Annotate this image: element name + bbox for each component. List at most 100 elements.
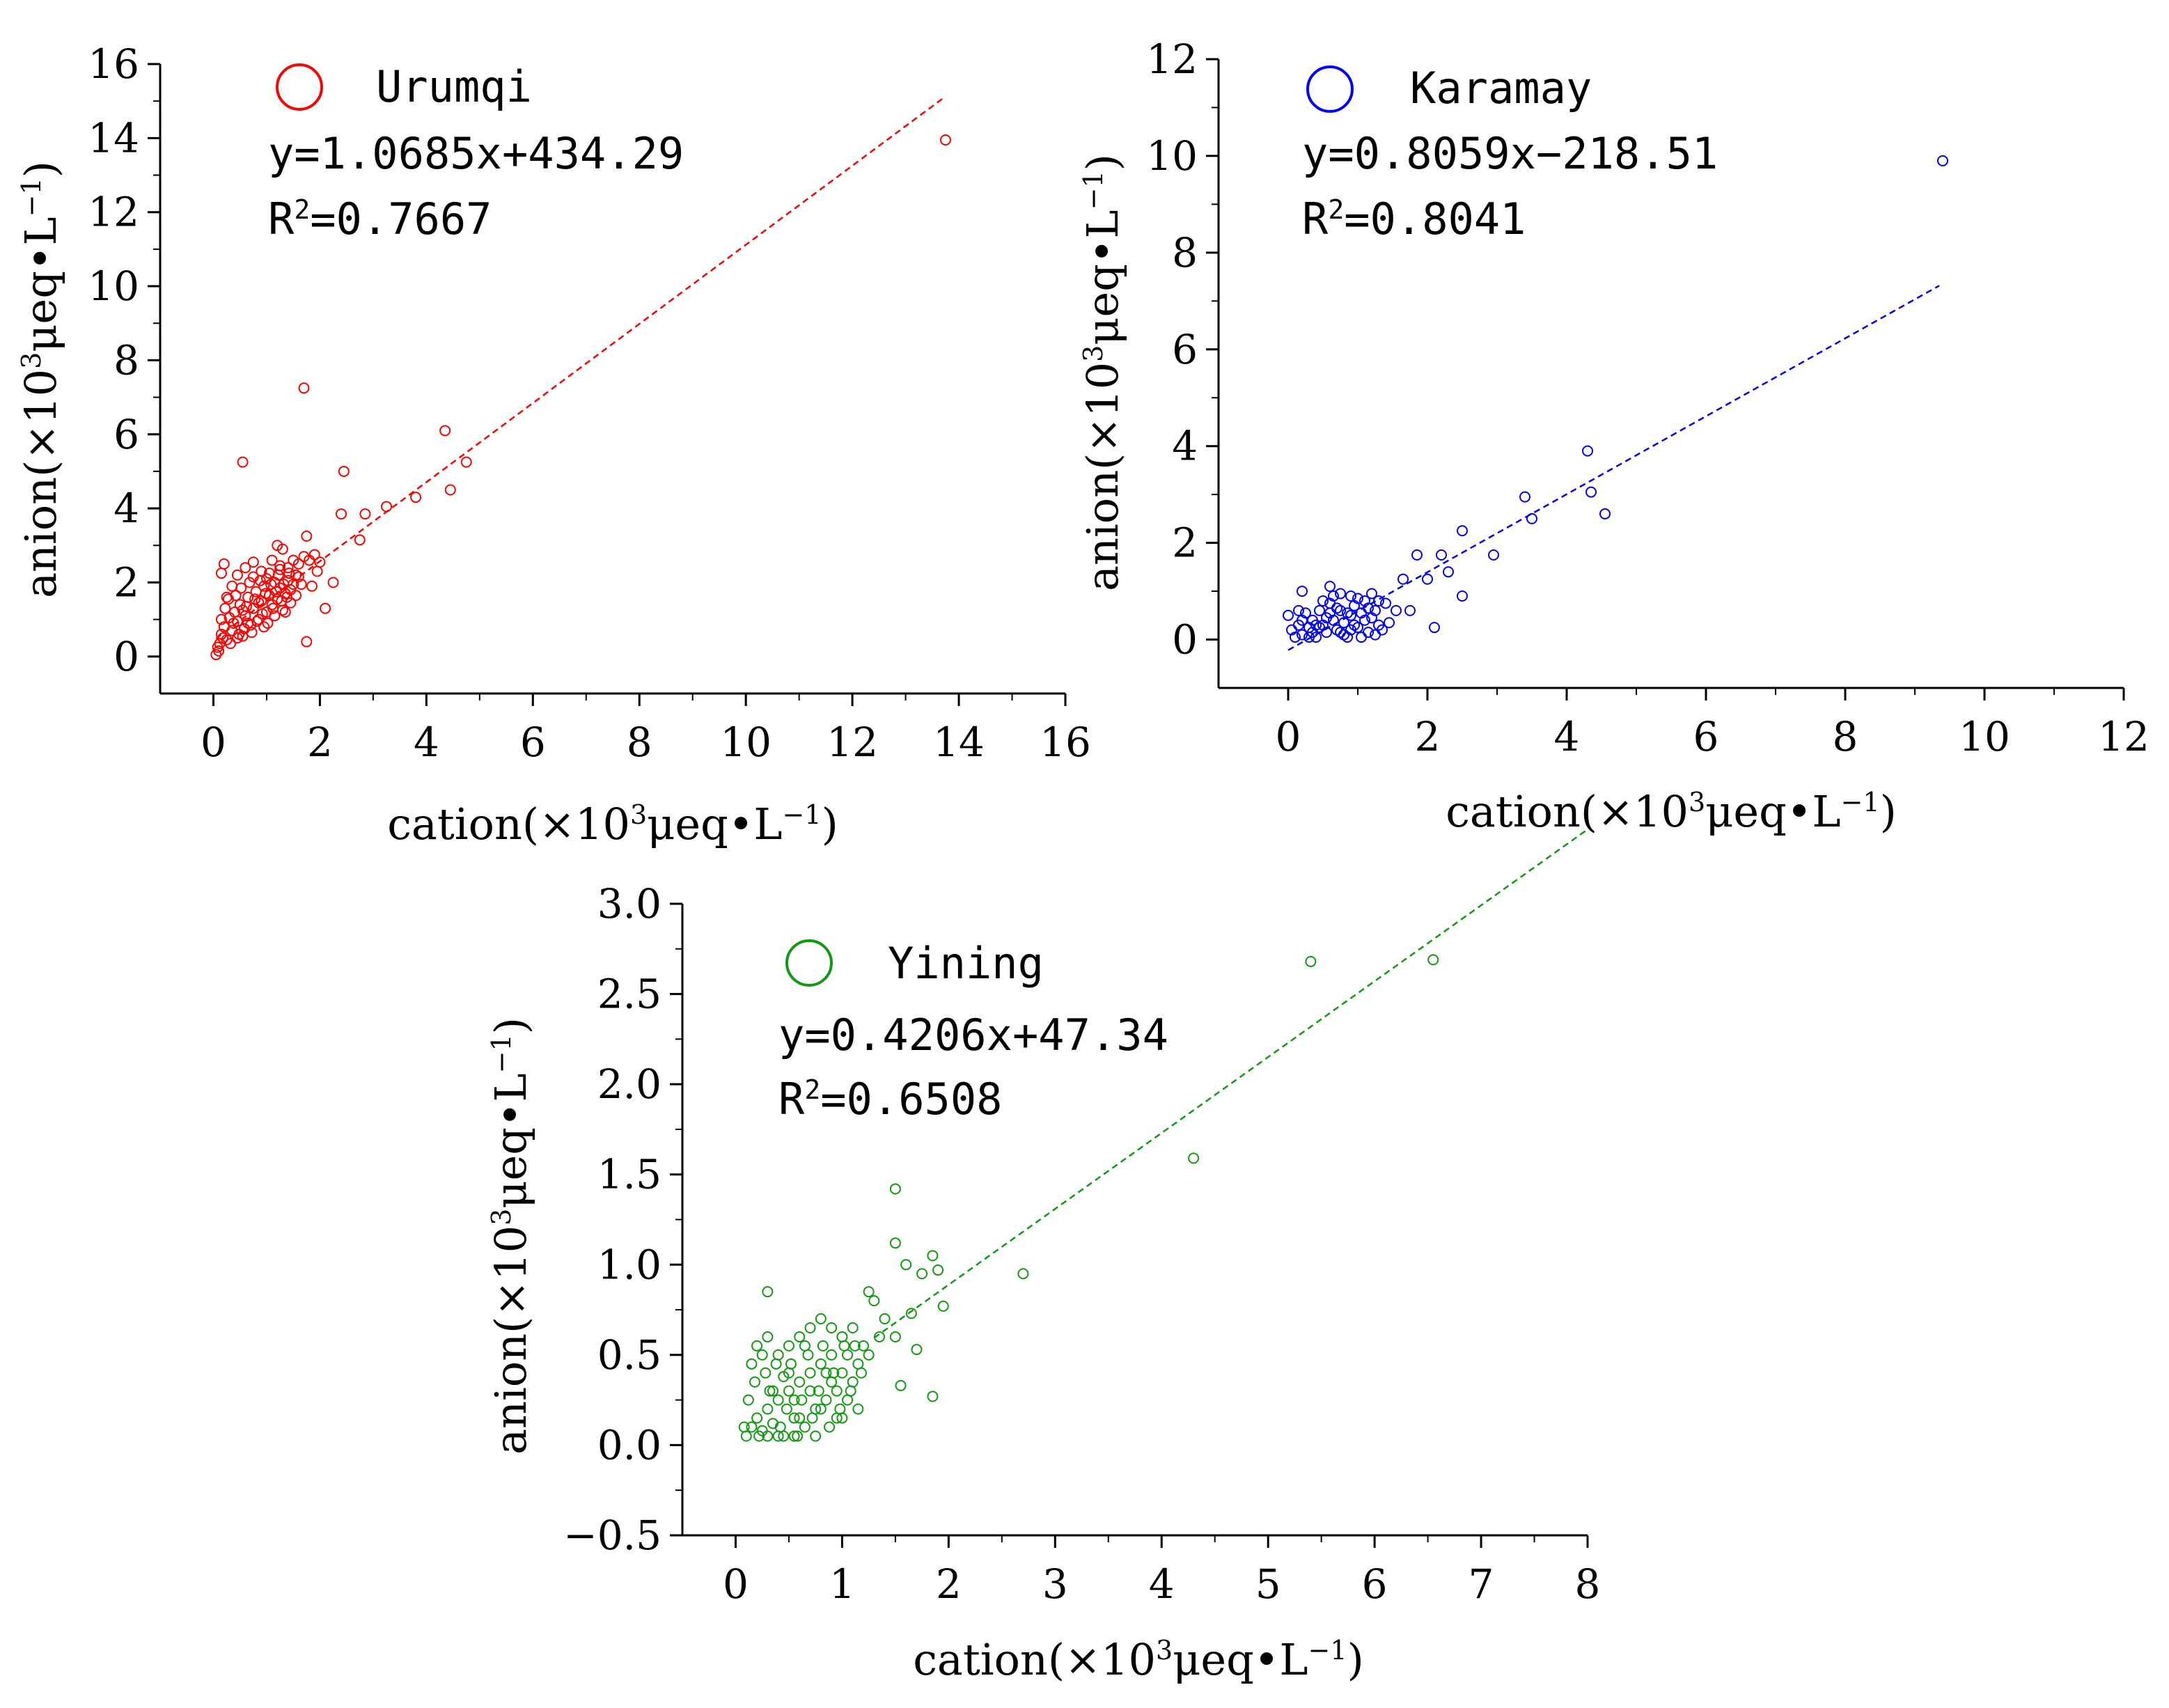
y-tick-label: 0.5 (597, 1331, 661, 1379)
data-point (1017, 1268, 1029, 1280)
data-point (820, 1394, 832, 1406)
data-point (263, 567, 275, 579)
data-point (217, 632, 229, 644)
data-point (836, 1367, 848, 1379)
data-point (267, 602, 279, 614)
data-point (234, 599, 246, 611)
legend-label: Urumqi (376, 61, 532, 112)
data-point (746, 1358, 758, 1370)
data-point (1370, 604, 1381, 616)
data-point (772, 1394, 784, 1406)
data-point (1293, 604, 1304, 616)
data-point (1297, 614, 1308, 626)
legend-marker (785, 939, 833, 987)
data-point (354, 534, 366, 546)
data-point (799, 1421, 811, 1433)
data-point (240, 601, 252, 613)
data-point (237, 456, 249, 468)
data-point (788, 1412, 800, 1424)
y-tick-label: 2 (113, 558, 139, 606)
x-tick-label: 10 (720, 719, 772, 766)
data-point (1335, 588, 1346, 600)
data-point (751, 1412, 763, 1424)
data-point (1335, 627, 1346, 638)
data-point (258, 580, 270, 592)
urumqi-panel: 0 2 4 6 8 10 12 14 16 0 2 4 6 8 10 12 14 16 Urumqi y=1.0685… (15, 40, 1091, 849)
data-point (742, 1394, 754, 1406)
x-tick-label: 2 (307, 719, 333, 766)
data-point (1427, 954, 1439, 966)
y-tick-label: 1.5 (597, 1151, 661, 1198)
data-point (826, 1376, 838, 1388)
data-point (836, 1331, 848, 1342)
data-point (1937, 155, 1948, 166)
data-point (783, 1367, 794, 1379)
data-point (244, 577, 256, 588)
data-point (228, 617, 240, 629)
data-point (218, 558, 230, 570)
data-point (1422, 573, 1433, 585)
y-tick-label: −0.5 (563, 1512, 661, 1559)
x-tick-label: 6 (1693, 713, 1719, 760)
data-point (279, 606, 291, 618)
data-point (1345, 590, 1356, 602)
data-point (939, 134, 951, 146)
data-point (895, 1379, 907, 1391)
data-point (842, 1394, 854, 1406)
y-tick-label: 0.0 (597, 1421, 661, 1468)
x-tick-label: 4 (1554, 713, 1580, 760)
data-point (1582, 445, 1593, 457)
data-point (802, 1349, 814, 1361)
data-point (1363, 602, 1374, 614)
data-point (1324, 607, 1336, 619)
data-point (283, 567, 295, 579)
data-point (1314, 622, 1325, 634)
data-point (1370, 629, 1381, 641)
data-point (1297, 629, 1308, 641)
data-point (276, 543, 288, 555)
data-point (308, 549, 320, 561)
data-point (1488, 549, 1499, 561)
data-point (247, 556, 259, 568)
data-point (799, 1340, 811, 1351)
data-point (770, 1358, 782, 1370)
data-point (1283, 609, 1294, 621)
x-tick-label: 10 (1959, 713, 2010, 760)
data-point (785, 1358, 797, 1370)
data-point (269, 610, 281, 622)
data-point (285, 584, 297, 596)
data-point (1373, 619, 1384, 631)
data-point (817, 1340, 829, 1351)
y-tick-label: 0 (1172, 616, 1198, 664)
data-point (295, 579, 307, 590)
data-point (852, 1358, 864, 1370)
data-point (1519, 491, 1530, 503)
data-point (1314, 604, 1325, 616)
data-point (266, 554, 278, 566)
data-point (810, 1430, 822, 1442)
data-point (439, 425, 451, 437)
regression-equation: y=0.8059x−218.51 (1302, 128, 1718, 179)
data-point (794, 1331, 806, 1342)
x-tick-label: 14 (933, 719, 985, 766)
data-point (306, 580, 318, 592)
data-point (1359, 614, 1370, 626)
y-tick-label: 10 (1146, 132, 1198, 180)
data-point (815, 1313, 827, 1325)
x-tick-label: 0 (1276, 713, 1301, 760)
data-point (246, 627, 258, 638)
y-tick-label: 8 (1172, 229, 1198, 276)
data-point (794, 1376, 806, 1388)
x-tick-label: 16 (1040, 719, 1091, 766)
data-point (245, 619, 256, 631)
data-point (746, 1421, 758, 1433)
data-point (767, 1385, 778, 1397)
x-tick-label: 2 (936, 1560, 962, 1608)
y-tick-label: 4 (113, 485, 139, 532)
data-point (764, 1385, 776, 1397)
data-point (863, 1286, 875, 1298)
x-axis-title: cation(×103μeq•L−1) (1446, 786, 1897, 837)
data-point (760, 1367, 772, 1379)
data-point (815, 1358, 827, 1370)
